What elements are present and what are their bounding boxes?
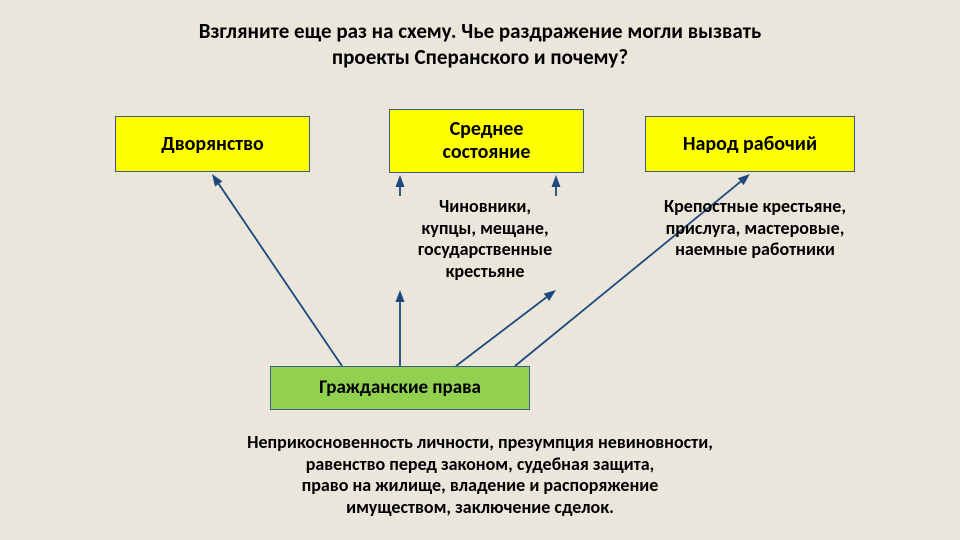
box-nobility-label: Дворянство bbox=[161, 133, 264, 156]
box-civil-rights: Гражданские права bbox=[270, 366, 530, 410]
box-working-label: Народ рабочий bbox=[683, 133, 817, 156]
page-title: Взгляните еще раз на схему. Чье раздраже… bbox=[0, 18, 960, 71]
box-middle-estate: Среднеесостояние bbox=[389, 109, 584, 173]
box-civil-label: Гражданские права bbox=[319, 377, 481, 399]
desc-working: Крепостные крестьяне,прислуга, мастеровы… bbox=[620, 196, 890, 261]
desc-rights: Неприкосновенность личности, презумпция … bbox=[110, 432, 850, 518]
desc-middle: Чиновники,купцы, мещане,государственныек… bbox=[360, 196, 610, 282]
title-line1: Взгляните еще раз на схему. Чье раздраже… bbox=[199, 18, 762, 44]
page-root: Взгляните еще раз на схему. Чье раздраже… bbox=[0, 0, 960, 540]
title-line2: проекты Сперанского и почему? bbox=[332, 44, 628, 70]
box-working-people: Народ рабочий bbox=[645, 116, 855, 172]
box-middle-label: Среднеесостояние bbox=[443, 118, 531, 164]
box-nobility: Дворянство bbox=[115, 116, 310, 172]
